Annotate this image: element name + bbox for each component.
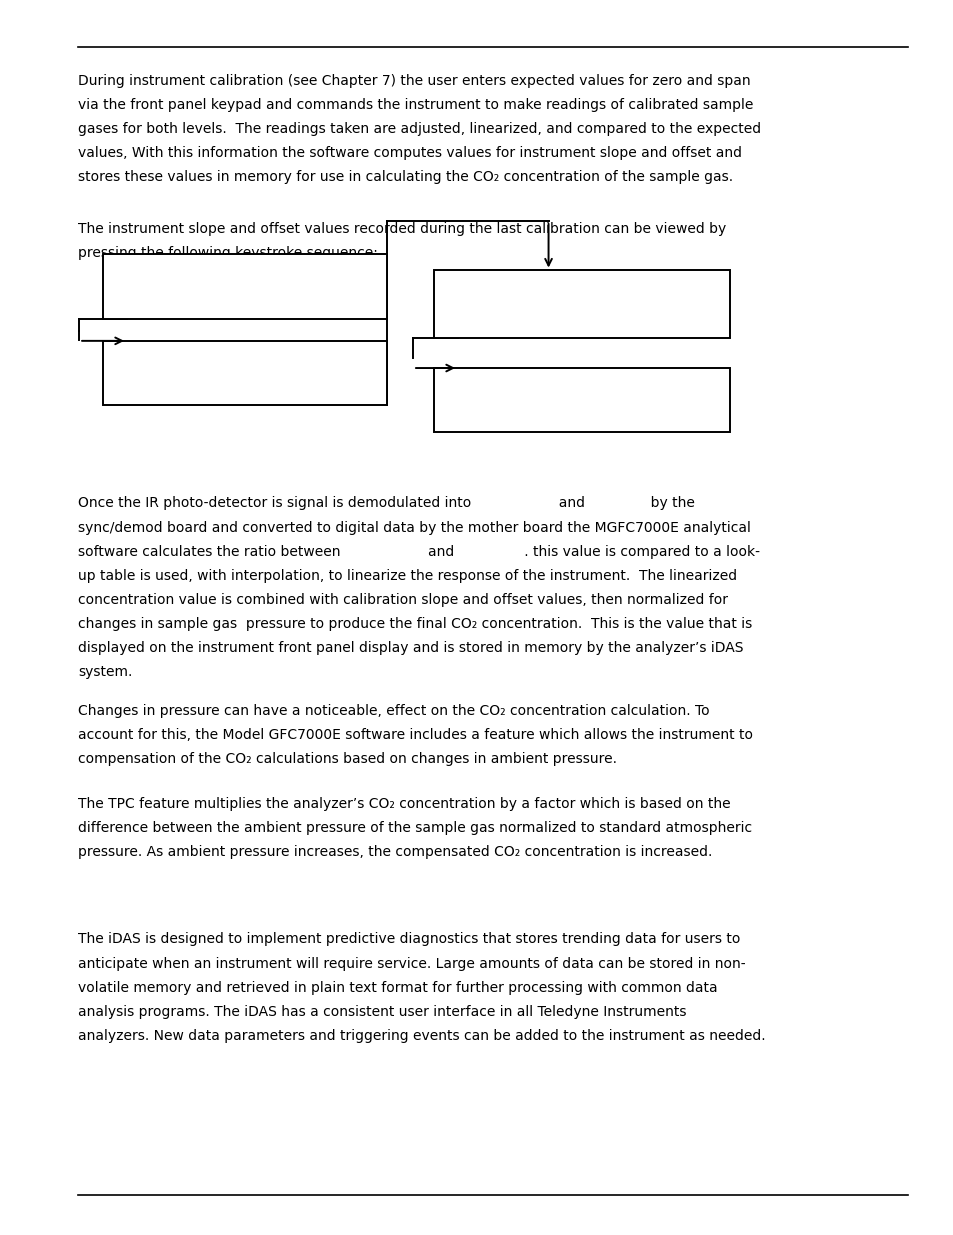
Text: software calculates the ratio between                    and                . th: software calculates the ratio between an… (78, 545, 760, 558)
Text: The iDAS is designed to implement predictive diagnostics that stores trending da: The iDAS is designed to implement predic… (78, 932, 740, 946)
Text: Changes in pressure can have a noticeable, effect on the CO₂ concentration calcu: Changes in pressure can have a noticeabl… (78, 704, 709, 718)
Text: via the front panel keypad and commands the instrument to make readings of calib: via the front panel keypad and commands … (78, 99, 753, 112)
Text: gases for both levels.  The readings taken are adjusted, linearized, and compare: gases for both levels. The readings take… (78, 122, 760, 136)
Text: analyzers. New data parameters and triggering events can be added to the instrum: analyzers. New data parameters and trigg… (78, 1029, 765, 1042)
Text: displayed on the instrument front panel display and is stored in memory by the a: displayed on the instrument front panel … (78, 641, 743, 655)
Text: concentration value is combined with calibration slope and offset values, then n: concentration value is combined with cal… (78, 593, 727, 606)
Bar (103, 254, 387, 319)
Text: stores these values in memory for use in calculating the CO₂ concentration of th: stores these values in memory for use in… (78, 170, 733, 184)
Text: anticipate when an instrument will require service. Large amounts of data can be: anticipate when an instrument will requi… (78, 956, 745, 971)
Text: The TPC feature multiplies the analyzer’s CO₂ concentration by a factor which is: The TPC feature multiplies the analyzer’… (78, 797, 730, 810)
Text: Once the IR photo-detector is signal is demodulated into                    and : Once the IR photo-detector is signal is … (78, 496, 695, 510)
Text: system.: system. (78, 664, 132, 679)
Text: up table is used, with interpolation, to linearize the response of the instrumen: up table is used, with interpolation, to… (78, 568, 737, 583)
Text: sync/demod board and converted to digital data by the mother board the MGFC7000E: sync/demod board and converted to digita… (78, 521, 750, 535)
Text: difference between the ambient pressure of the sample gas normalized to standard: difference between the ambient pressure … (78, 821, 752, 835)
Text: The instrument slope and offset values recorded during the last calibration can : The instrument slope and offset values r… (78, 222, 726, 236)
Text: changes in sample gas  pressure to produce the final CO₂ concentration.  This is: changes in sample gas pressure to produc… (78, 616, 752, 631)
Text: values, With this information the software computes values for instrument slope : values, With this information the softwa… (78, 146, 741, 161)
Bar (434, 270, 729, 338)
Text: During instrument calibration (see Chapter 7) the user enters expected values fo: During instrument calibration (see Chapt… (78, 74, 750, 88)
Text: compensation of the CO₂ calculations based on changes in ambient pressure.: compensation of the CO₂ calculations bas… (78, 752, 617, 766)
Text: volatile memory and retrieved in plain text format for further processing with c: volatile memory and retrieved in plain t… (78, 981, 717, 994)
Text: account for this, the Model GFC7000E software includes a feature which allows th: account for this, the Model GFC7000E sof… (78, 729, 753, 742)
Bar (434, 368, 729, 432)
Text: pressing the following keystroke sequence:: pressing the following keystroke sequenc… (78, 247, 377, 261)
Text: analysis programs. The iDAS has a consistent user interface in all Teledyne Inst: analysis programs. The iDAS has a consis… (78, 1005, 686, 1019)
Bar (103, 341, 387, 405)
Text: pressure. As ambient pressure increases, the compensated CO₂ concentration is in: pressure. As ambient pressure increases,… (78, 845, 712, 858)
